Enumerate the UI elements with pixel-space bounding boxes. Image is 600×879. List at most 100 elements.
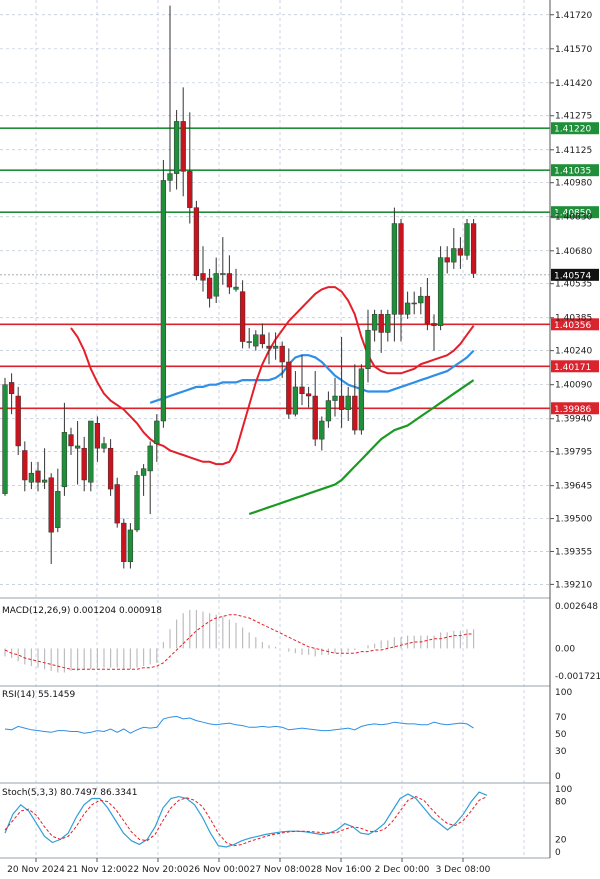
level-label-box bbox=[551, 206, 599, 219]
candle-body bbox=[213, 273, 219, 297]
candle-body bbox=[279, 345, 285, 363]
candle-body bbox=[94, 423, 101, 449]
candle-body bbox=[371, 314, 378, 331]
candle-body bbox=[418, 295, 424, 304]
candle-body bbox=[167, 173, 173, 181]
current-price-box bbox=[551, 268, 599, 281]
candle-body bbox=[385, 314, 391, 333]
candle-body bbox=[48, 477, 54, 533]
rsi-line bbox=[4, 715, 474, 734]
price-tick-label: 1.40090 bbox=[555, 381, 592, 391]
level-label: 1.39986 bbox=[554, 405, 591, 415]
candle-body bbox=[233, 286, 239, 290]
stoch-axis-label: 100 bbox=[555, 785, 572, 795]
candle-body bbox=[140, 468, 147, 476]
candle-body bbox=[206, 277, 213, 299]
level-label: 1.41035 bbox=[554, 167, 591, 177]
ma-red-line bbox=[70, 286, 475, 466]
moving-averages bbox=[70, 286, 475, 516]
candle-body bbox=[81, 447, 87, 481]
level-lines: 1.41220 1.41035 1.40850 1.40356 1.40171 1.399… bbox=[0, 122, 599, 415]
candle-body bbox=[8, 382, 15, 394]
rsi-axis-label: 70 bbox=[555, 713, 567, 723]
candle-body bbox=[121, 522, 127, 562]
candle-body bbox=[319, 420, 325, 440]
macd-axis-label: 0.00 bbox=[555, 644, 575, 654]
candles bbox=[2, 5, 477, 569]
candle-body bbox=[173, 121, 180, 174]
time-tick-label: 3 Dec 08:00 bbox=[436, 865, 491, 875]
rsi-axis-label: 50 bbox=[555, 730, 567, 740]
candle-body bbox=[312, 395, 318, 440]
candle-body bbox=[332, 395, 338, 401]
candle-body bbox=[305, 393, 312, 397]
candle-body bbox=[352, 395, 358, 431]
price-tick-label: 1.41420 bbox=[555, 79, 592, 89]
price-tick-label: 1.39500 bbox=[555, 515, 592, 525]
candle-body bbox=[61, 432, 68, 488]
macd-pane: 0.002648 0.00 -0.001721 bbox=[4, 602, 600, 682]
price-tick-label: 1.39795 bbox=[555, 448, 592, 458]
level-label-box bbox=[551, 318, 599, 331]
macd-axis-label: -0.001721 bbox=[555, 672, 600, 682]
price-tick-label: 1.41570 bbox=[555, 45, 592, 55]
candle-body bbox=[147, 445, 153, 472]
ma-green-line bbox=[248, 379, 475, 516]
price-tick-label: 1.41720 bbox=[555, 11, 592, 21]
candle-body bbox=[88, 420, 94, 483]
candle-body bbox=[404, 302, 411, 315]
candle-body bbox=[74, 445, 81, 449]
candle-body bbox=[200, 273, 206, 281]
candle-body bbox=[41, 479, 48, 483]
stoch-main-line bbox=[4, 791, 488, 848]
candle-body bbox=[325, 400, 332, 422]
price-tick-label: 1.40240 bbox=[555, 347, 592, 357]
rsi-axis-label: 0 bbox=[555, 772, 561, 782]
candle-body bbox=[464, 223, 470, 256]
candle-body bbox=[470, 223, 477, 274]
price-tick-label: 1.39645 bbox=[555, 482, 592, 492]
candle-body bbox=[299, 386, 305, 394]
level-label: 1.40850 bbox=[554, 209, 591, 219]
level-label-box bbox=[551, 164, 599, 177]
candle-body bbox=[114, 484, 120, 524]
time-tick-label: 20 Nov 2024 bbox=[7, 865, 65, 875]
time-tick-label: 22 Nov 20:00 bbox=[128, 865, 189, 875]
macd-label: MACD(12,26,9) 0.001204 0.000918 bbox=[2, 606, 162, 616]
candle-body bbox=[107, 447, 114, 490]
candle-body bbox=[444, 257, 450, 263]
time-tick-label: 28 Nov 16:00 bbox=[311, 865, 372, 875]
time-tick-label: 26 Nov 00:00 bbox=[189, 865, 250, 875]
level-label-box bbox=[551, 360, 599, 373]
candle-body bbox=[154, 420, 160, 444]
candle-body bbox=[160, 180, 167, 422]
candle-body bbox=[266, 345, 272, 349]
candle-body bbox=[398, 223, 404, 315]
candle-body bbox=[365, 329, 371, 370]
time-tick-label: 21 Nov 12:00 bbox=[67, 865, 128, 875]
candle-body bbox=[101, 443, 107, 449]
candle-body bbox=[292, 386, 299, 415]
ma-blue-line bbox=[149, 349, 475, 404]
level-label: 1.40171 bbox=[554, 363, 591, 373]
candle-body bbox=[259, 334, 266, 345]
candle-body bbox=[35, 470, 41, 483]
stoch-signal-line bbox=[4, 796, 488, 847]
macd-axis-label: 0.002648 bbox=[555, 602, 598, 612]
price-tick-label: 1.40385 bbox=[555, 314, 592, 324]
price-tick-label: 1.41125 bbox=[555, 146, 592, 156]
candle-body bbox=[345, 395, 351, 410]
candle-body bbox=[127, 529, 134, 562]
candle-body bbox=[424, 295, 431, 324]
candle-body bbox=[187, 171, 193, 208]
level-label: 1.40356 bbox=[554, 321, 591, 331]
level-label-box bbox=[551, 402, 599, 415]
candle-body bbox=[338, 395, 345, 410]
stoch-pane: 100 80 20 0 bbox=[4, 785, 572, 858]
candle-body bbox=[180, 121, 186, 172]
time-tick-label: 2 Dec 00:00 bbox=[375, 865, 430, 875]
stoch-axis-label: 20 bbox=[555, 835, 567, 845]
candle-body bbox=[451, 248, 457, 263]
stoch-axis-label: 0 bbox=[555, 848, 561, 858]
